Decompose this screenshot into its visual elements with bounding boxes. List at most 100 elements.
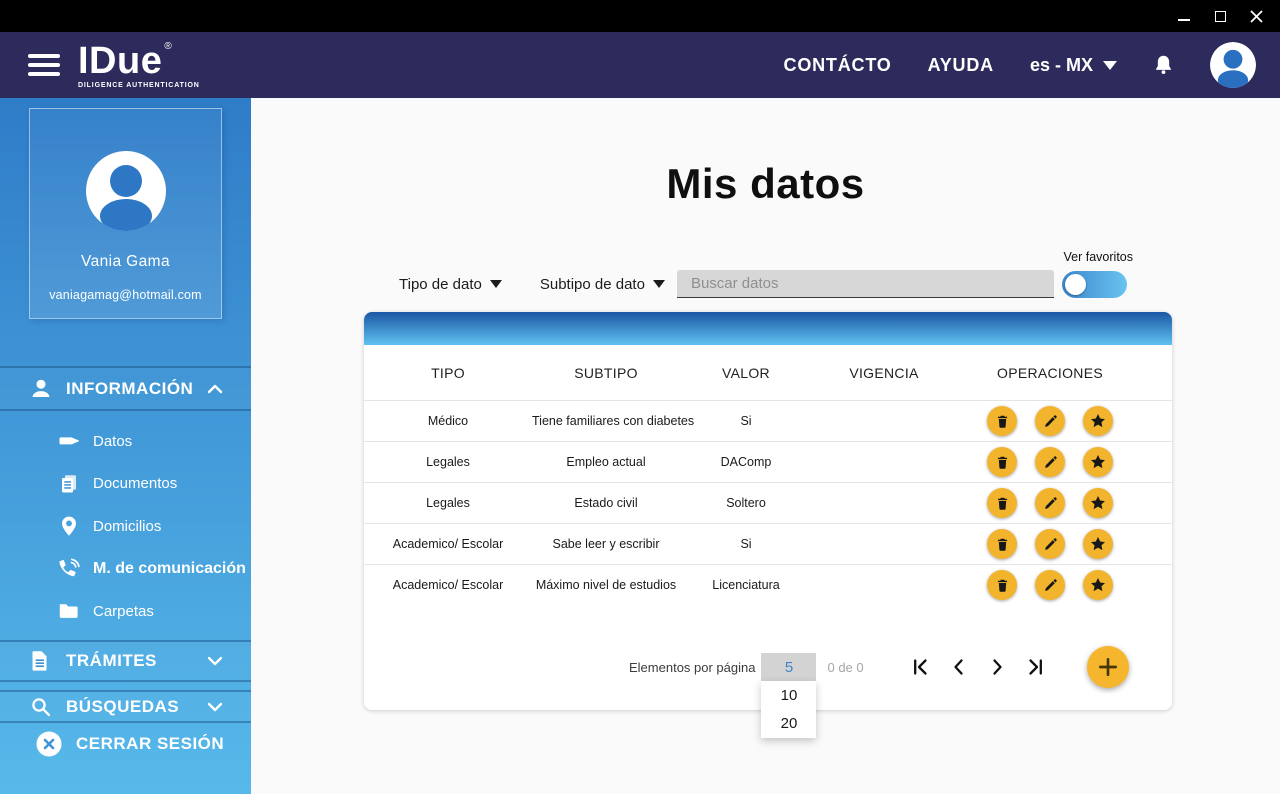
star-icon — [1091, 414, 1105, 428]
language-selector[interactable]: es - MX — [1030, 55, 1117, 76]
items-per-page-label: Elementos por página — [629, 659, 756, 675]
tipo-de-dato-label: Tipo de dato — [399, 275, 482, 293]
documents-icon — [58, 473, 80, 495]
language-label: es - MX — [1029, 54, 1093, 75]
app-header: IDue ® DILIGENCE AUTHENTICATION CONTÁCTO… — [0, 32, 1280, 98]
profile-name: Vania Gama — [80, 253, 170, 270]
sidebar-item-m-de-comunicacion[interactable]: M. de comunicación — [0, 548, 251, 591]
table-row: Academico/ Escolar Máximo nivel de estud… — [364, 564, 1172, 605]
column-header-subtipo: SUBTIPO — [574, 364, 638, 381]
file-icon — [30, 650, 52, 672]
sidebar-section-busquedas[interactable]: BÚSQUEDAS — [0, 690, 251, 723]
cell-operaciones — [956, 406, 1172, 436]
cell-valor: Soltero — [726, 496, 766, 510]
favorites-toggle[interactable] — [1061, 271, 1127, 298]
sidebar-section-informacion[interactable]: INFORMACIÓN — [0, 366, 251, 411]
help-link[interactable]: AYUDA — [927, 54, 994, 75]
cell-valor: Licenciatura — [712, 578, 780, 592]
add-data-button[interactable] — [1086, 646, 1129, 688]
favorite-button[interactable] — [1083, 570, 1113, 600]
table-gradient-bar — [364, 312, 1172, 345]
edit-button[interactable] — [1035, 529, 1065, 559]
profile-email: vaniagamag@hotmail.com — [49, 288, 202, 302]
menu-hamburger-button[interactable] — [28, 52, 62, 78]
logout-label: CERRAR SESIÓN — [76, 734, 225, 753]
logout-button[interactable]: CERRAR SESIÓN — [0, 728, 251, 760]
tipo-de-dato-dropdown[interactable]: Tipo de dato — [399, 276, 502, 293]
cell-tipo: Legales — [426, 496, 470, 510]
sidebar-item-label: Datos — [93, 432, 133, 450]
page-size-option-20[interactable]: 20 — [780, 715, 798, 733]
favorite-button[interactable] — [1083, 529, 1113, 559]
pencil-icon — [1044, 578, 1057, 591]
contact-link[interactable]: CONTÁCTO — [783, 54, 892, 75]
next-page-button[interactable] — [988, 658, 1006, 676]
sidebar-section-tramites[interactable]: TRÁMITES — [0, 640, 251, 682]
cell-tipo: Academico/ Escolar — [392, 537, 504, 551]
column-header-valor: VALOR — [722, 364, 770, 381]
search-input[interactable] — [676, 270, 1054, 298]
table-row: Legales Empleo actual DAComp — [364, 441, 1172, 482]
favorite-button[interactable] — [1083, 406, 1113, 436]
page-size-value: 5 — [784, 658, 794, 676]
last-page-icon — [1028, 659, 1042, 675]
table-row: Academico/ Escolar Sabe leer y escribir … — [364, 523, 1172, 564]
chevron-right-icon — [992, 659, 1002, 675]
pencil-icon — [1044, 537, 1057, 550]
subtipo-de-dato-label: Subtipo de dato — [539, 275, 645, 293]
chevron-down-icon — [489, 280, 502, 288]
close-icon — [1249, 9, 1263, 23]
notifications-button[interactable] — [1153, 54, 1174, 76]
first-page-button[interactable] — [912, 658, 930, 676]
brand-name: IDue — [78, 39, 163, 82]
cell-valor: DAComp — [720, 455, 772, 469]
cell-operaciones — [956, 488, 1172, 518]
sidebar-item-carpetas[interactable]: Carpetas — [0, 590, 251, 633]
trash-icon — [997, 497, 1007, 510]
page-size-option-10[interactable]: 10 — [780, 686, 798, 704]
column-header-tipo: TIPO — [431, 364, 465, 381]
window-maximize-button[interactable] — [1206, 2, 1234, 30]
trash-icon — [997, 415, 1007, 428]
brand-logo: IDue ® DILIGENCE AUTHENTICATION — [78, 39, 200, 89]
favorites-toggle-block: Ver favoritos — [1061, 250, 1133, 298]
sidebar-section-label: BÚSQUEDAS — [66, 696, 180, 716]
favorite-button[interactable] — [1083, 488, 1113, 518]
cell-operaciones — [956, 447, 1172, 477]
subtipo-de-dato-dropdown[interactable]: Subtipo de dato — [540, 276, 665, 293]
trash-icon — [997, 579, 1007, 592]
user-avatar[interactable] — [1210, 42, 1256, 88]
pencil-icon — [1044, 455, 1057, 468]
sidebar-item-documentos[interactable]: Documentos — [0, 463, 251, 506]
chevron-down-icon — [207, 702, 223, 712]
search-icon — [30, 696, 52, 718]
plus-icon — [1098, 657, 1117, 677]
pencil-icon — [1044, 496, 1057, 509]
sidebar-item-domicilios[interactable]: Domicilios — [0, 505, 251, 548]
minimize-icon — [1178, 19, 1190, 21]
delete-button[interactable] — [987, 406, 1017, 436]
sidebar-item-datos[interactable]: Datos — [0, 420, 251, 463]
delete-button[interactable] — [987, 488, 1017, 518]
sidebar: Vania Gama vaniagamag@hotmail.com INFORM… — [0, 98, 251, 794]
data-table-card: TIPO SUBTIPO VALOR VIGENCIA OPERACIONES … — [364, 312, 1172, 738]
edit-button[interactable] — [1035, 488, 1065, 518]
window-minimize-button[interactable] — [1170, 2, 1198, 30]
chevron-left-icon — [953, 659, 963, 675]
delete-button[interactable] — [987, 447, 1017, 477]
pagination-nav — [912, 658, 1044, 676]
previous-page-button[interactable] — [950, 658, 968, 676]
cell-subtipo: Máximo nivel de estudios — [535, 578, 677, 592]
logout-circle-x-icon — [36, 731, 62, 757]
delete-button[interactable] — [987, 529, 1017, 559]
delete-button[interactable] — [987, 570, 1017, 600]
edit-button[interactable] — [1035, 447, 1065, 477]
last-page-button[interactable] — [1026, 658, 1044, 676]
edit-button[interactable] — [1035, 406, 1065, 436]
favorite-button[interactable] — [1083, 447, 1113, 477]
star-icon — [1091, 537, 1105, 551]
page-size-select[interactable]: 5 10 20 — [761, 653, 817, 738]
edit-button[interactable] — [1035, 570, 1065, 600]
profile-avatar-icon — [85, 151, 166, 231]
window-close-button[interactable] — [1242, 2, 1270, 30]
